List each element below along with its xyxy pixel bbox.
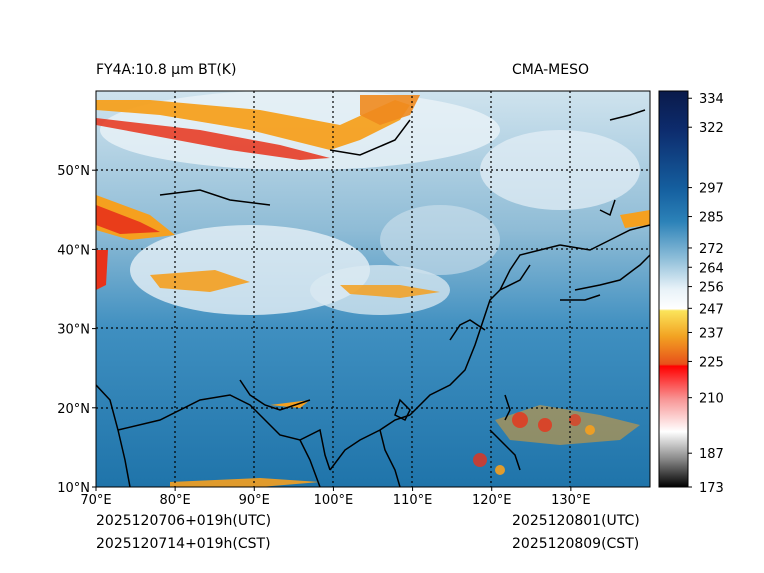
lon-tick-label: 90°E bbox=[239, 493, 270, 508]
colorbar-tick-label: 173 bbox=[699, 481, 724, 496]
colorbar bbox=[658, 90, 689, 488]
colorbar-tick-label: 187 bbox=[699, 447, 724, 462]
lat-tick-label: 50°N bbox=[57, 164, 90, 179]
map-frame bbox=[95, 90, 651, 488]
lon-tick-label: 130°E bbox=[551, 493, 591, 508]
colorbar-tick-label: 297 bbox=[699, 182, 724, 197]
colorbar-tick-label: 272 bbox=[699, 242, 724, 257]
lon-tick-label: 110°E bbox=[393, 493, 433, 508]
coastlines bbox=[96, 109, 650, 487]
lon-tick-label: 80°E bbox=[160, 493, 191, 508]
lat-tick-label: 30°N bbox=[57, 323, 90, 338]
colorbar-tick-label: 210 bbox=[699, 392, 724, 407]
lat-tick-label: 40°N bbox=[57, 243, 90, 258]
colorbar-tick-label: 237 bbox=[699, 326, 724, 341]
brightness-temperature-field bbox=[96, 91, 650, 487]
colorbar-tick-label: 264 bbox=[699, 261, 724, 276]
colorbar-ticks: 334 322 297 285 272 264 256 247 237 225 210 187 173 bbox=[688, 92, 724, 496]
model-source: CMA-MESO bbox=[512, 62, 590, 78]
valid-time-utc: 2025120801(UTC) bbox=[512, 513, 640, 529]
product-title: FY4A:10.8 μm BT(K) bbox=[96, 62, 237, 78]
colorbar-tick-label: 285 bbox=[699, 211, 724, 226]
longitude-axis: 70°E 80°E 90°E 100°E 110°E 120°E 130°E bbox=[80, 487, 591, 508]
lat-tick-label: 20°N bbox=[57, 402, 90, 417]
graticule bbox=[96, 91, 650, 487]
lon-tick-label: 100°E bbox=[314, 493, 354, 508]
valid-time-cst: 2025120809(CST) bbox=[512, 536, 640, 552]
colorbar-tick-label: 334 bbox=[699, 92, 724, 107]
colorbar-tick-label: 225 bbox=[699, 355, 724, 370]
colorbar-tick-label: 256 bbox=[699, 281, 724, 296]
colorbar-tick-label: 247 bbox=[699, 302, 724, 317]
lon-tick-label: 70°E bbox=[80, 493, 111, 508]
lat-tick-label: 10°N bbox=[57, 481, 90, 496]
init-time-utc: 2025120706+019h(UTC) bbox=[96, 513, 272, 529]
colorbar-tick-label: 322 bbox=[699, 121, 724, 136]
lon-tick-label: 120°E bbox=[472, 493, 512, 508]
latitude-axis: 10°N 20°N 30°N 40°N 50°N bbox=[57, 164, 96, 496]
init-time-cst: 2025120714+019h(CST) bbox=[96, 536, 271, 552]
